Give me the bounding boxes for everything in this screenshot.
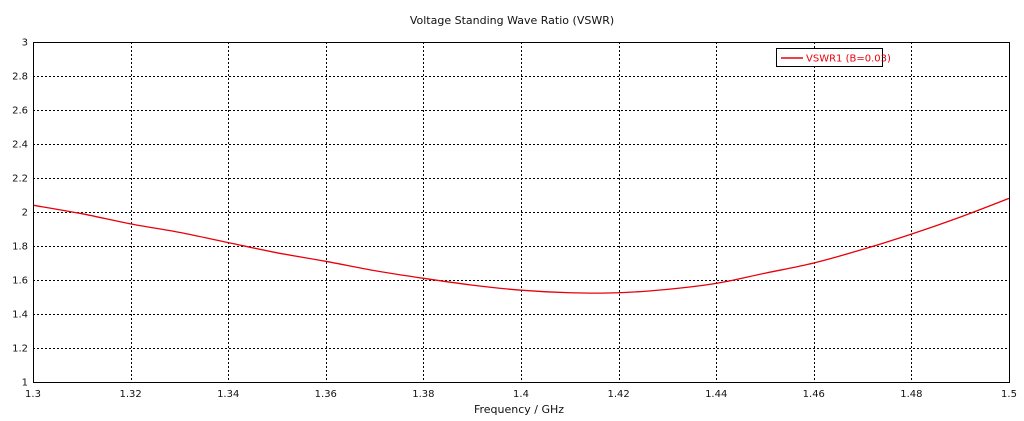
series-lines [32, 197, 1010, 294]
x-tick-label: 1.46 [803, 389, 825, 400]
y-tick-label: 3 [22, 38, 28, 49]
legend: VSWR1 (B=0.03) [776, 48, 891, 67]
x-tick-label: 1.44 [705, 389, 727, 400]
x-tick-label: 1.38 [412, 389, 434, 400]
y-tick-label: 2.8 [12, 72, 28, 83]
x-tick-label: 1.3 [25, 389, 41, 400]
chart-title: Voltage Standing Wave Ratio (VSWR) [410, 14, 614, 27]
x-tick-label: 1.48 [900, 389, 922, 400]
plot-frame [33, 42, 1010, 383]
y-tick-label: 2.6 [12, 106, 28, 117]
y-tick-label: 1.4 [12, 310, 28, 321]
x-tick-label: 1.36 [315, 389, 337, 400]
y-tick-label: 1.2 [12, 344, 28, 355]
y-tick-label: 1.6 [12, 276, 28, 287]
x-tick-label: 1.32 [119, 389, 141, 400]
legend-box [776, 48, 883, 67]
x-tick-label: 1.5 [1001, 389, 1017, 400]
x-tick-labels: 1.3 1.32 1.34 1.36 1.38 1.4 1.42 1.44 1.46 1.48 1.… [25, 389, 1017, 400]
y-tick-label: 1.8 [12, 242, 28, 253]
y-tick-labels: 1 1.2 1.4 1.6 1.8 2 2.2 2.4 2.6 2.8 3 [12, 38, 28, 389]
grid-lines [33, 42, 1009, 382]
y-tick-label: 2.4 [12, 140, 28, 151]
legend-label: VSWR1 (B=0.03) [806, 54, 891, 65]
x-tick-label: 1.42 [607, 389, 629, 400]
x-tick-label: 1.34 [217, 389, 239, 400]
series-line-vswr1 [32, 197, 1010, 294]
y-tick-label: 2 [22, 208, 28, 219]
y-tick-label: 2.2 [12, 174, 28, 185]
x-axis-label: Frequency / GHz [474, 403, 564, 416]
y-tick-label: 1 [22, 378, 28, 389]
x-tick-label: 1.4 [513, 389, 529, 400]
